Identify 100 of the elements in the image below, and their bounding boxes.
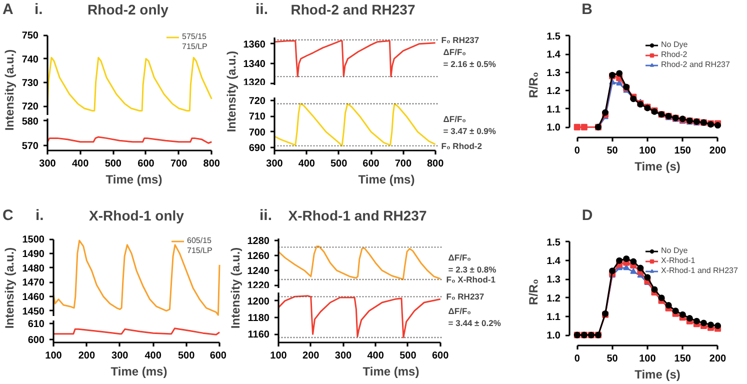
y-axis-title: Intensity (a.u.) [2,247,16,329]
x-tick-label: 700 [394,158,412,170]
x-tick-label: 300 [334,350,352,362]
y-tick-label: 1180 [248,313,270,324]
ref-line-label: F₀ X-Rhod-1 [446,274,496,284]
x-tick-label: 500 [400,350,417,362]
y-tick-label: 1360 [243,39,266,50]
y-axis-title: Intensity (a.u.) [224,50,238,132]
legend-label: 605/15 [187,236,212,245]
x-tick-label: 300 [112,350,129,362]
text: i. [34,1,43,18]
x-tick-label: 800 [427,158,444,170]
x-tick-label: 300 [266,158,284,170]
text: ii. [260,207,272,224]
y-tick-label: 720 [22,102,39,113]
y-tick-label: 1.1 [546,104,561,116]
y-axis-title: R/R₀ [526,278,541,306]
chart-title: Rhod-2 only [88,2,169,18]
y-tick-label: 1460 [22,292,45,303]
text: A [2,1,14,18]
x-tick-label: 100 [45,350,62,362]
y-tick-label: 1.4 [546,256,561,268]
y-tick-label: 1450 [22,306,45,318]
x-tick-label: 500 [330,158,348,170]
y-axis-title: R/R₀ [526,72,541,98]
y-tick-label: 690 [248,142,266,154]
legend-label: Rhod-2 and RH237 [661,60,730,69]
y-tick-label: 1.2 [546,86,561,98]
y-axis-title: Intensity (a.u.) [228,247,242,329]
y-tick-label: 710 [248,112,266,123]
legend-label: No Dye [661,246,688,255]
y-tick-label: 1160 [248,330,270,341]
text: 715/LP [182,42,208,51]
y-tick-label: 580 [22,116,39,128]
chart-title: X-Rhod-1 and RH237 [288,208,427,224]
text: C [2,207,14,224]
y-tick-label: 1.2 [546,293,561,304]
y-tick-label: 610 [28,319,45,330]
x-tick-label: 600 [138,158,155,170]
text: D [582,207,593,224]
text: ii. [256,1,268,18]
text: i. [36,207,44,224]
y-tick-label: 1490 [22,248,45,260]
y-tick-label: 1.4 [546,50,561,61]
x-tick-label: 150 [674,146,692,156]
x-tick-label: 100 [639,146,656,156]
y-tick-label: 1.3 [546,274,561,286]
x-tick-label: 200 [78,350,96,362]
text: ΔF/F₀ = 3.44 ± 0.2% [448,306,502,328]
x-axis-title: Time (ms) [106,172,162,186]
x-tick-label: 600 [432,350,450,362]
legend-label: X-Rhod-1 [661,256,696,265]
y-tick-label: 1470 [22,278,45,289]
ref-line-label: F₀ RH237 [446,292,484,302]
y-tick-label: 1480 [22,263,45,274]
y-tick-label: 740 [22,54,39,66]
x-axis-title: Time (s) [634,368,680,382]
legend-label: X-Rhod-1 and RH237 [661,266,738,275]
x-tick-label: 700 [170,158,188,170]
x-tick-label: 600 [362,158,380,170]
x-tick-label: 300 [39,158,56,170]
y-tick-label: 730 [22,78,39,89]
x-axis-title: Time (ms) [110,364,168,378]
x-tick-label: 500 [178,350,196,362]
x-axis-title: Time (s) [634,160,680,174]
x-tick-label: 400 [367,350,384,362]
text: ΔF/F₀ = 3.47 ± 0.9% [443,114,496,136]
x-tick-label: 400 [298,158,316,170]
y-tick-label: 750 [22,30,39,42]
chart-title: Rhod-2 and RH237 [290,2,416,18]
x-tick-label: 200 [709,354,727,364]
x-tick-label: 50 [606,146,618,156]
text: ΔF/F₀ = 2.16 ± 0.5% [443,47,496,70]
x-tick-label: 0 [574,146,580,156]
y-tick-label: 1.5 [546,237,561,248]
y-tick-label: 1240 [247,266,270,277]
ref-line-label: F₀ RH237 [441,34,480,45]
y-tick-label: 1340 [243,59,266,70]
x-tick-label: 200 [302,350,320,362]
y-tick-label: 1260 [247,250,270,262]
y-tick-label: 1500 [22,234,45,246]
legend-label: No Dye [661,40,688,49]
y-tick-label: 570 [22,141,39,152]
x-tick-label: 150 [674,354,692,364]
x-tick-label: 500 [104,158,122,170]
text: 715/LP [187,246,212,255]
y-tick-label: 1.0 [546,330,561,342]
x-tick-label: 600 [210,350,227,362]
y-tick-label: 1280 [247,236,270,247]
y-tick-label: 1.0 [546,122,561,134]
y-tick-label: 600 [28,334,45,346]
y-tick-label: 720 [248,96,266,108]
x-tick-label: 800 [203,158,220,170]
x-axis-title: Time (ms) [362,364,420,378]
text: B [582,1,593,18]
y-tick-label: 1.3 [546,68,561,79]
y-tick-label: 1.5 [546,31,561,42]
y-tick-label: 700 [248,127,266,138]
legend-label: 575/15 [182,32,206,41]
ref-line-label: F₀ Rhod-2 [441,140,482,151]
